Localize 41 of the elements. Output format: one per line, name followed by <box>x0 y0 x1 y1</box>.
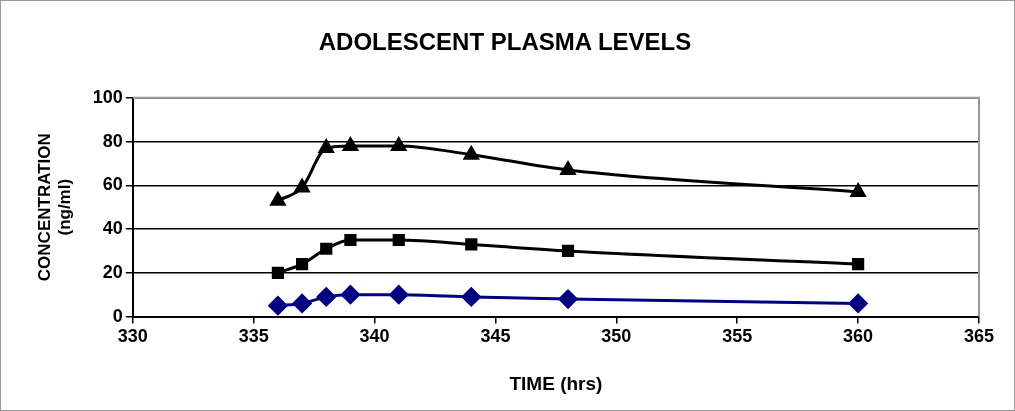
point <box>294 179 310 193</box>
point <box>389 285 409 305</box>
point <box>268 296 288 316</box>
y-tick-label: 60 <box>102 174 123 195</box>
point <box>391 137 407 151</box>
x-tick-label: 365 <box>963 326 995 347</box>
y-tick-label: 80 <box>102 130 123 151</box>
point <box>271 266 284 279</box>
point <box>560 161 576 175</box>
point <box>318 139 334 154</box>
point <box>292 293 312 313</box>
x-tick-label: 350 <box>601 326 632 347</box>
point <box>461 287 481 307</box>
y-axis-title: CONCENTRATION (ng/ml) <box>34 133 75 282</box>
point <box>342 137 358 151</box>
point <box>850 183 866 197</box>
x-tick-label: 360 <box>843 326 874 347</box>
y-tick-label: 20 <box>102 261 123 282</box>
x-tick-label: 355 <box>722 326 753 347</box>
point <box>320 242 333 255</box>
point <box>344 233 357 247</box>
point <box>852 257 865 271</box>
point <box>558 289 578 309</box>
x-tick-label: 335 <box>238 326 269 347</box>
x-tick-label: 340 <box>359 326 390 347</box>
point <box>270 192 286 206</box>
point <box>295 257 309 271</box>
point <box>340 285 360 305</box>
y-tick-label: 100 <box>92 86 123 107</box>
y-tick-label: 0 <box>112 305 123 326</box>
chart-title: ADOLESCENT PLASMA LEVELS <box>318 28 692 56</box>
point <box>392 233 405 247</box>
y-tick-label: 40 <box>102 218 123 239</box>
point <box>848 293 868 313</box>
point <box>316 287 336 307</box>
x-tick-label: 345 <box>480 326 511 347</box>
x-tick-label: 330 <box>117 326 148 347</box>
point <box>465 238 478 251</box>
point <box>463 146 479 160</box>
x-axis-title: TIME (hrs) <box>509 372 603 394</box>
point <box>561 244 575 258</box>
